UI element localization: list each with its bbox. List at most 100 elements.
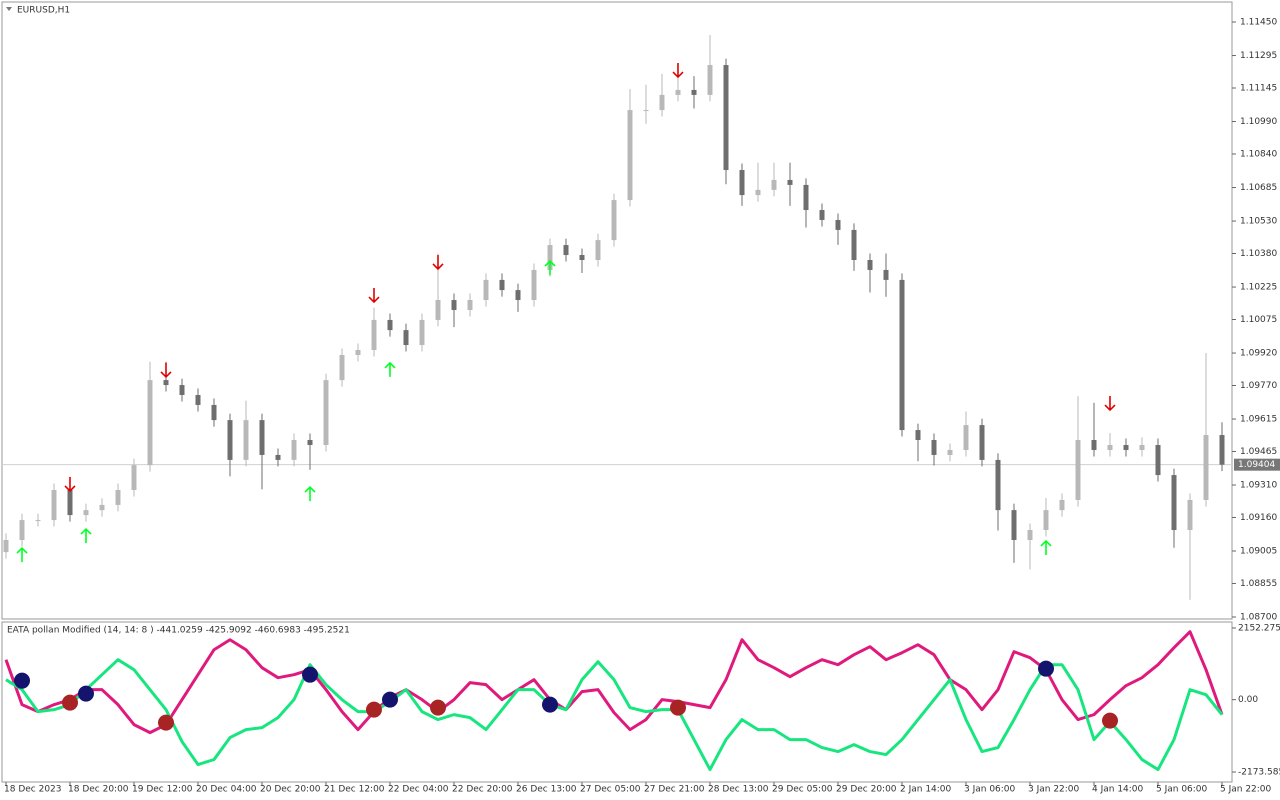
y-tick-label: 2152.2751 [1238, 624, 1280, 634]
candle-body [979, 425, 985, 460]
y-tick-label: 1.10075 [1240, 315, 1277, 325]
y-tick-label: 1.11295 [1240, 51, 1277, 61]
x-tick-label: 20 Dec 04:00 [196, 785, 257, 795]
cross-marker [1102, 712, 1118, 729]
candle-body [1123, 444, 1129, 450]
candle-body [307, 440, 313, 445]
candle-body [691, 89, 697, 95]
candle-body [1219, 435, 1225, 465]
y-tick-label: 1.09770 [1240, 381, 1277, 391]
x-tick-label: 22 Dec 20:00 [452, 785, 513, 795]
candle-body [787, 179, 793, 185]
x-tick-label: 29 Dec 20:00 [836, 785, 897, 795]
candle-body [195, 395, 201, 405]
candle-body [659, 94, 665, 111]
cross-marker [382, 691, 398, 708]
y-tick-label: 1.10840 [1240, 149, 1277, 159]
sell-arrow [64, 476, 76, 493]
candle-body [163, 380, 169, 386]
candle-body [387, 319, 393, 331]
candle-body [483, 279, 489, 301]
cross-marker [542, 696, 558, 713]
candle-body [819, 210, 825, 220]
candle-body [851, 229, 857, 260]
buy-arrow [544, 259, 556, 276]
x-tick-label: 4 Jan 14:00 [1092, 785, 1144, 795]
y-tick-label: 0.00 [1238, 695, 1258, 705]
candle-body [1059, 499, 1065, 511]
candle-body [755, 189, 761, 196]
candle-body [67, 489, 73, 516]
candle-body [1171, 475, 1177, 531]
x-tick-label: 19 Dec 12:00 [132, 785, 193, 795]
symbol-label: EURUSD,H1 [17, 6, 70, 16]
symbol-menu-icon[interactable] [6, 7, 12, 11]
sell-arrow [1104, 396, 1116, 412]
candle-body [3, 539, 9, 553]
cross-marker [670, 699, 686, 716]
candle-body [1155, 444, 1161, 476]
candle-body [51, 489, 57, 521]
main-panel [1, 1, 1233, 620]
indicator-line [5, 658, 1224, 772]
candle-body [467, 300, 473, 310]
candle-body [739, 169, 745, 196]
candle-body [803, 184, 809, 211]
cross-marker [14, 672, 30, 689]
y-tick-label: 1.11450 [1240, 18, 1277, 28]
candle-body [915, 430, 921, 441]
x-tick-label: 5 Jan 06:00 [1156, 785, 1208, 795]
y-tick-label: 1.09160 [1240, 513, 1277, 523]
candle-body [643, 110, 649, 112]
candle-body [1075, 440, 1081, 500]
candle-body [355, 350, 361, 355]
candle-body [675, 89, 681, 95]
y-tick-label: 1.09615 [1240, 415, 1277, 425]
candle-body [995, 459, 1001, 511]
candle-body [99, 504, 105, 511]
candle-body [883, 269, 889, 280]
candle-body [1043, 510, 1049, 531]
candle-body [707, 65, 713, 95]
candle-body [611, 200, 617, 241]
candle-body [211, 404, 217, 421]
sell-arrow [432, 254, 444, 271]
candle-body [835, 219, 841, 230]
candle-body [179, 385, 185, 396]
candle-body [243, 420, 249, 460]
candle-body [515, 290, 521, 301]
y-tick-label: 1.09310 [1240, 481, 1277, 491]
candle-body [131, 465, 137, 490]
x-tick-label: 3 Jan 06:00 [964, 785, 1016, 795]
y-tick-label: 1.10530 [1240, 217, 1277, 227]
cross-marker [430, 699, 446, 716]
candle-body [963, 425, 969, 450]
x-tick-label: 20 Dec 20:00 [260, 785, 321, 795]
candle-body [867, 260, 873, 270]
x-tick-label: 18 Dec 2023 [4, 785, 62, 795]
candle-body [499, 279, 505, 291]
x-tick-label: 18 Dec 20:00 [68, 785, 129, 795]
x-tick-label: 27 Dec 21:00 [644, 785, 705, 795]
buy-arrow [304, 485, 316, 502]
buy-arrow [16, 546, 28, 563]
candle-body [339, 354, 345, 381]
sell-arrow [368, 288, 380, 304]
candle-body [547, 245, 553, 270]
candle-body [451, 300, 457, 310]
buy-arrow [1040, 539, 1052, 555]
candle-body [771, 179, 777, 190]
buy-arrow [80, 527, 92, 544]
sell-arrow [672, 63, 684, 79]
candle-body [371, 319, 377, 351]
candle-body [947, 449, 953, 455]
y-tick-label: 1.09920 [1240, 349, 1277, 359]
cross-marker [302, 666, 318, 683]
candle-body [723, 65, 729, 170]
y-tick-label: -2173.585 [1238, 768, 1280, 778]
x-tick-label: 26 Dec 13:00 [516, 785, 577, 795]
x-tick-label: 2 Jan 14:00 [900, 785, 952, 795]
last-price-box [1234, 458, 1280, 471]
x-tick-label: 21 Dec 12:00 [324, 785, 385, 795]
